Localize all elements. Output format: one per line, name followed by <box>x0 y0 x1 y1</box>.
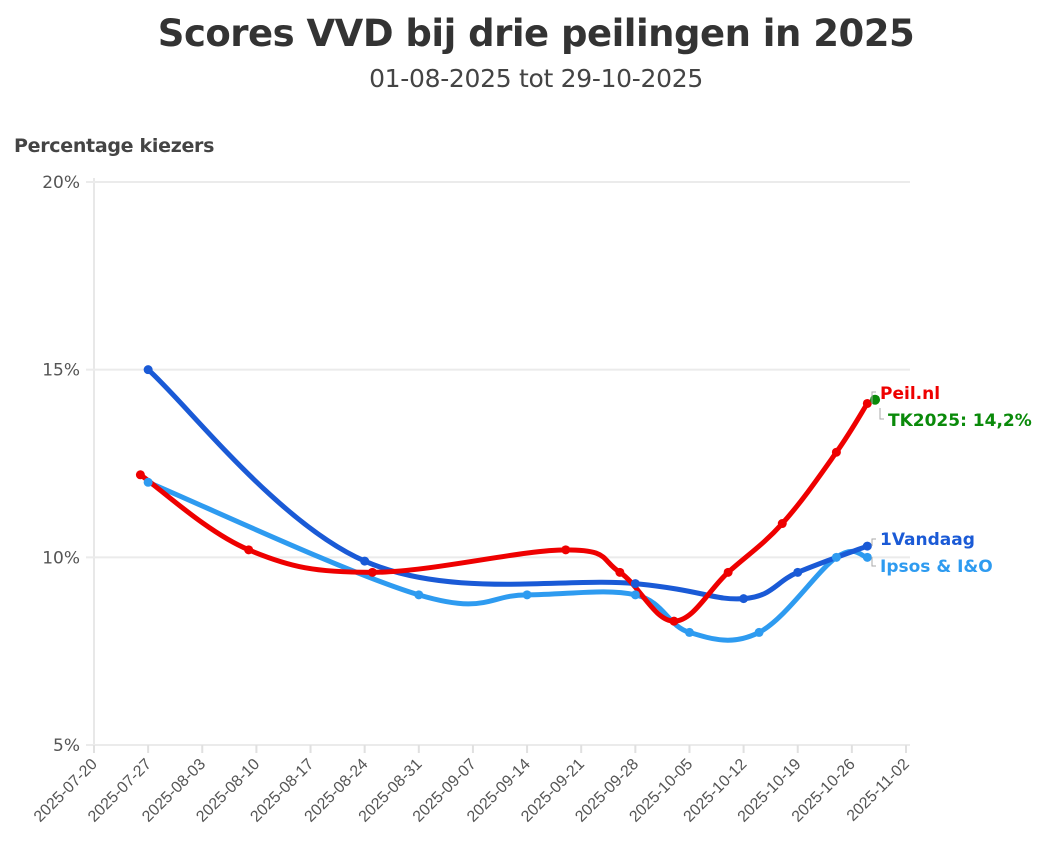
data-point[interactable] <box>669 616 679 626</box>
data-point[interactable] <box>135 470 145 480</box>
y-tick-label: 15% <box>42 361 80 381</box>
label-1vandaag: 1Vandaag <box>880 530 975 550</box>
data-point[interactable] <box>360 556 370 566</box>
y-axis-title: Percentage kiezers <box>14 135 215 157</box>
data-point[interactable] <box>862 541 872 551</box>
label-peil-nl: Peil.nl <box>880 384 940 404</box>
data-point[interactable] <box>862 398 872 408</box>
y-tick-label: 20% <box>42 173 80 193</box>
series-line <box>145 367 870 602</box>
data-point[interactable] <box>793 567 803 577</box>
data-point[interactable] <box>739 594 749 604</box>
data-point[interactable] <box>684 627 694 637</box>
series-line <box>145 479 870 643</box>
data-point[interactable] <box>754 627 764 637</box>
data-point[interactable] <box>143 477 153 487</box>
data-point[interactable] <box>615 567 625 577</box>
y-tick-label: 10% <box>42 548 80 568</box>
data-point[interactable] <box>414 590 424 600</box>
label-connector <box>871 391 876 404</box>
data-point[interactable] <box>831 552 841 562</box>
series-end-labels: Peil.nl TK2025: 14,2% 1Vandaag Ipsos & I… <box>871 384 1032 577</box>
y-axis-ticks: 5% 10% 15% 20% <box>42 173 80 756</box>
series-points <box>135 365 881 637</box>
data-point[interactable] <box>630 579 640 589</box>
data-point[interactable] <box>367 567 377 577</box>
y-tick-label: 5% <box>53 736 80 756</box>
chart-title: Scores VVD bij drie peilingen in 2025 <box>157 12 915 55</box>
label-connector <box>879 408 884 420</box>
data-point[interactable] <box>522 590 532 600</box>
label-connector <box>871 538 876 546</box>
data-point[interactable] <box>143 365 153 375</box>
gridlines <box>86 178 910 746</box>
data-point[interactable] <box>723 567 733 577</box>
chart-subtitle: 01-08-2025 tot 29-10-2025 <box>369 64 703 93</box>
data-point[interactable] <box>862 552 872 562</box>
series-line <box>137 400 870 624</box>
data-point[interactable] <box>831 447 841 457</box>
tk2025-result-marker[interactable] <box>870 394 881 405</box>
data-point[interactable] <box>630 590 640 600</box>
series-lines <box>137 367 870 643</box>
label-connector <box>871 557 876 567</box>
data-point[interactable] <box>561 545 571 555</box>
x-axis-ticks: 2025-07-202025-07-272025-08-032025-08-10… <box>31 745 913 826</box>
data-point[interactable] <box>244 545 254 555</box>
label-ipsos-io: Ipsos & I&O <box>880 557 993 577</box>
data-point[interactable] <box>777 519 787 529</box>
label-tk2025: TK2025: 14,2% <box>888 411 1032 431</box>
